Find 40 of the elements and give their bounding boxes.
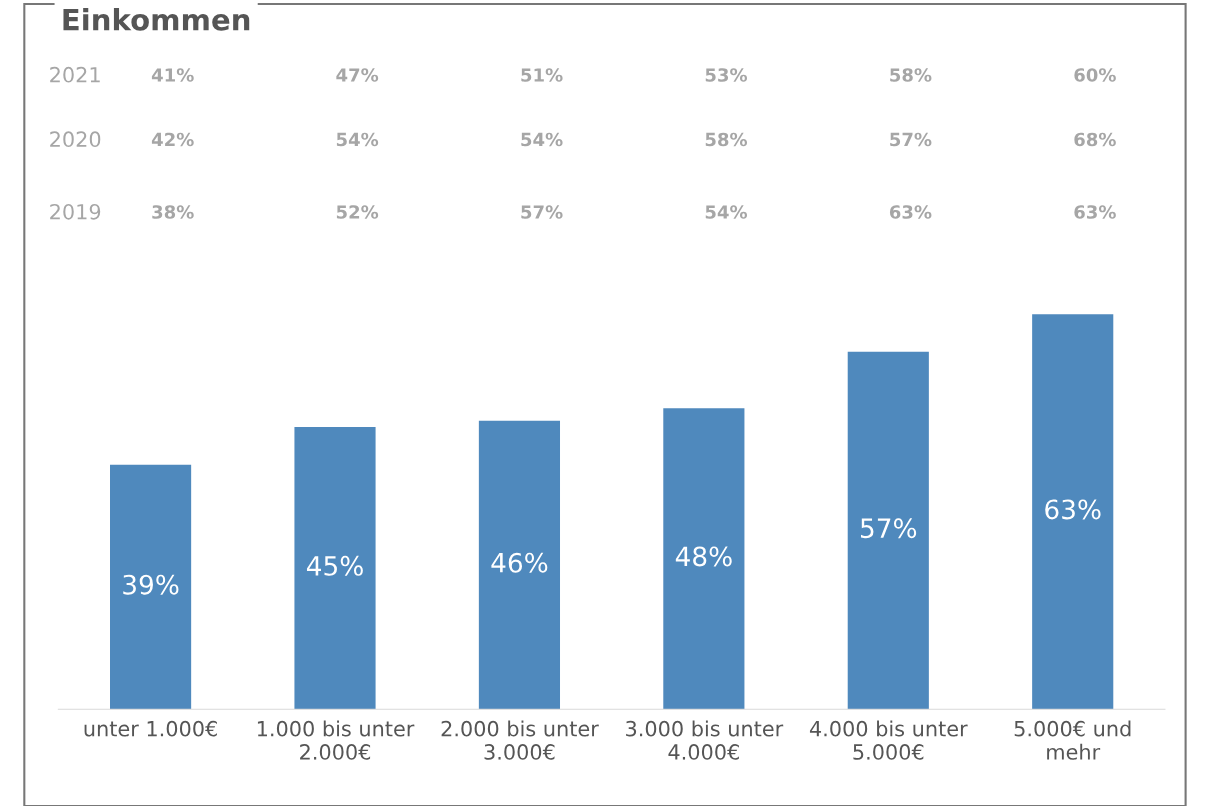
text: 54% xyxy=(336,132,379,147)
text: 52% xyxy=(336,205,379,219)
text: 57% xyxy=(521,205,563,219)
text: 57% xyxy=(890,132,932,147)
text: 54% xyxy=(705,205,748,219)
bar xyxy=(663,408,745,710)
x-tick-label: 1.000 bis unter 2.000€ xyxy=(257,720,415,760)
text: 51% xyxy=(521,68,563,82)
chart-title: Einkommen xyxy=(63,8,250,31)
text: 2021 xyxy=(50,66,100,83)
text: 60% xyxy=(1074,68,1116,82)
text: 54% xyxy=(521,132,563,147)
text: 41% xyxy=(151,68,194,82)
data-label: 57% xyxy=(861,518,917,539)
text: 42% xyxy=(151,132,194,147)
text: 63% xyxy=(889,205,932,219)
text: 38% xyxy=(152,205,194,219)
bar xyxy=(110,464,192,710)
data-label: 46% xyxy=(491,552,548,573)
text: 47% xyxy=(336,68,379,82)
x-tick-label: 2.000 bis unter 3.000€ xyxy=(441,720,599,760)
text: 58% xyxy=(890,68,932,82)
data-label: 39% xyxy=(123,574,179,595)
x-tick-label: 3.000 bis unter 4.000€ xyxy=(626,720,784,760)
bar xyxy=(294,427,376,710)
x-tick-label: unter 1.000€ xyxy=(84,720,217,737)
data-label: 45% xyxy=(306,555,363,576)
text: 63% xyxy=(1074,205,1116,219)
text: 58% xyxy=(705,132,748,147)
text: 2020 xyxy=(50,131,101,148)
text: 68% xyxy=(1074,132,1116,147)
bar xyxy=(1032,314,1114,710)
text: 2019 xyxy=(50,203,101,220)
x-tick-label: 4.000 bis unter 5.000€ xyxy=(809,720,968,760)
text: 53% xyxy=(705,68,748,82)
bar xyxy=(478,420,561,710)
x-tick-label: 5.000€ und mehr xyxy=(1014,720,1131,760)
data-label: 63% xyxy=(1045,499,1101,520)
data-label: 48% xyxy=(675,546,732,567)
bar xyxy=(847,351,929,710)
